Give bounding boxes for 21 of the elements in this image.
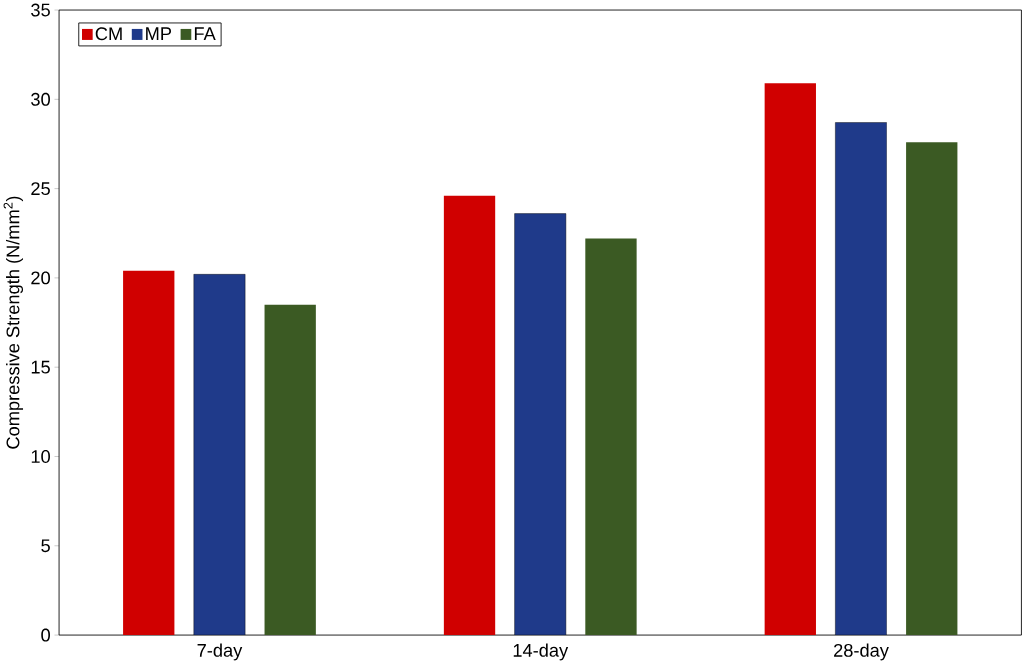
y-tick-label: 10: [31, 450, 50, 463]
bar: [443, 195, 496, 636]
x-tick-label: 7-day: [197, 643, 243, 661]
y-tick-label: 0: [41, 628, 50, 642]
y-tick-label: 20: [31, 271, 50, 285]
x-tick-label: 14-day: [513, 643, 569, 661]
legend-label: CM: [95, 27, 122, 41]
y-tick-label: 5: [41, 539, 50, 553]
y-tick-label: 25: [31, 182, 50, 196]
legend-label: MP: [146, 27, 172, 40]
y-tick-label: 30: [31, 92, 50, 106]
y-axis-title: Compressive Strength (N/mm$^{2}$): [3, 196, 24, 449]
y-tick-label: 15: [31, 360, 50, 374]
bar: [123, 270, 175, 636]
bar: [764, 83, 816, 636]
bar: [264, 304, 316, 636]
x-tick-label: 28-day: [834, 643, 889, 661]
y-tick-label: 35: [31, 3, 50, 17]
legend-label: FA: [194, 27, 216, 40]
bar: [585, 238, 637, 636]
bar: [906, 142, 958, 636]
